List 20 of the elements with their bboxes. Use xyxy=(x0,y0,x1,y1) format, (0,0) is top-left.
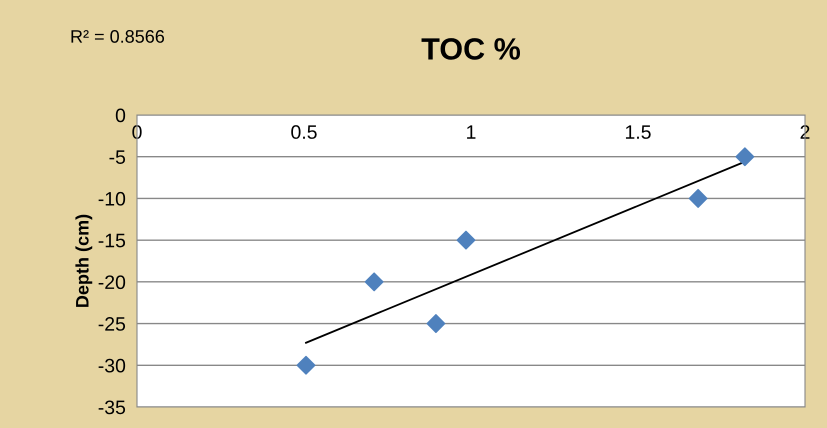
x-tick-label: 1 xyxy=(467,125,476,139)
y-tick-label: -10 xyxy=(98,192,126,206)
y-tick-label: -15 xyxy=(98,234,126,248)
y-tick-label: -30 xyxy=(98,358,126,373)
x-tick-label: 0.5 xyxy=(291,125,317,139)
text: R² = 0.8566 xyxy=(71,30,164,43)
point xyxy=(296,356,316,375)
y-tick-label: -35 xyxy=(98,400,126,414)
y-tick-label: -25 xyxy=(98,317,126,331)
y-tick-label: -5 xyxy=(109,150,126,164)
chart-title: TOC % xyxy=(422,38,520,60)
point xyxy=(426,314,446,334)
y-tick-label: -20 xyxy=(98,275,126,290)
x-tick-label: 1.5 xyxy=(626,125,651,139)
point xyxy=(456,230,476,250)
point xyxy=(364,272,384,292)
y-tick-label: 0 xyxy=(116,108,126,122)
point xyxy=(688,188,708,208)
point xyxy=(735,147,754,166)
y-axis-title: Depth (cm) xyxy=(75,214,92,307)
